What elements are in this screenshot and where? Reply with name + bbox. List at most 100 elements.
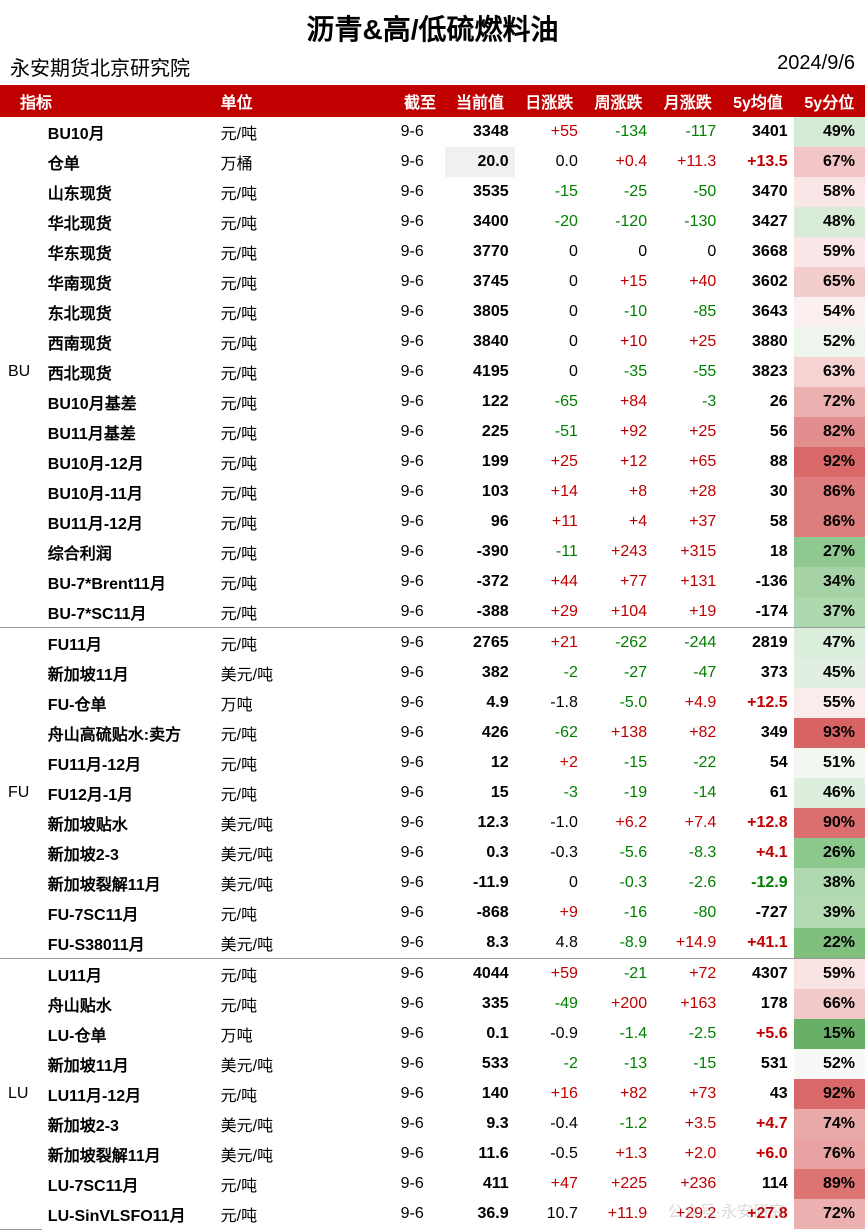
cell-pct: 46% <box>794 778 865 808</box>
cell-pct: 38% <box>794 868 865 898</box>
cell-m: -22 <box>653 748 722 778</box>
cell-w: +77 <box>584 567 653 597</box>
cell-date: 9-6 <box>395 1139 446 1169</box>
cell-m: +236 <box>653 1169 722 1199</box>
cell-pct: 82% <box>794 417 865 447</box>
cell-m: -47 <box>653 658 722 688</box>
cell-pct: 52% <box>794 1049 865 1079</box>
cell-pct: 51% <box>794 748 865 778</box>
cell-unit: 美元/吨 <box>215 1109 395 1139</box>
cell-cur: 3840 <box>445 327 514 357</box>
cell-m: +131 <box>653 567 722 597</box>
cell-date: 9-6 <box>395 387 446 417</box>
table-row: 东北现货元/吨9-638050-10-85364354% <box>0 297 865 327</box>
cell-ind: FU-仓单 <box>42 688 215 718</box>
cell-avg: 61 <box>722 778 793 808</box>
cell-d: +14 <box>515 477 584 507</box>
cell-ind: 新加坡裂解11月 <box>42 1139 215 1169</box>
cell-unit: 元/吨 <box>215 117 395 147</box>
cell-unit: 元/吨 <box>215 417 395 447</box>
cell-w: +92 <box>584 417 653 447</box>
cell-date: 9-6 <box>395 357 446 387</box>
cell-date: 9-6 <box>395 417 446 447</box>
cell-avg: 3643 <box>722 297 793 327</box>
cell-unit: 元/吨 <box>215 237 395 267</box>
cell-pct: 59% <box>794 959 865 990</box>
cell-avg: 3880 <box>722 327 793 357</box>
table-row: 华北现货元/吨9-63400-20-120-130342748% <box>0 207 865 237</box>
cell-unit: 美元/吨 <box>215 808 395 838</box>
cell-ind: BU10月 <box>42 117 215 147</box>
cell-pct: 48% <box>794 207 865 237</box>
cell-cur: 3805 <box>445 297 514 327</box>
cell-ind: LU-7SC11月 <box>42 1169 215 1199</box>
cell-cur: 3770 <box>445 237 514 267</box>
cell-ind: LU11月 <box>42 959 215 990</box>
cell-m: +7.4 <box>653 808 722 838</box>
cell-avg: +12.8 <box>722 808 793 838</box>
cell-cur: -372 <box>445 567 514 597</box>
cell-unit: 元/吨 <box>215 537 395 567</box>
col-header: 截至 <box>395 85 446 117</box>
cell-d: 0 <box>515 267 584 297</box>
cell-pct: 72% <box>794 387 865 417</box>
cell-avg: 88 <box>722 447 793 477</box>
cell-date: 9-6 <box>395 808 446 838</box>
cell-m: +14.9 <box>653 928 722 959</box>
table-row: FU12月-1月元/吨9-615-3-19-146146% <box>0 778 865 808</box>
cell-avg: 3427 <box>722 207 793 237</box>
cell-date: 9-6 <box>395 297 446 327</box>
cell-date: 9-6 <box>395 838 446 868</box>
cell-d: +16 <box>515 1079 584 1109</box>
cell-cur: 3400 <box>445 207 514 237</box>
cell-w: -120 <box>584 207 653 237</box>
cell-date: 9-6 <box>395 537 446 567</box>
cell-unit: 元/吨 <box>215 778 395 808</box>
cell-pct: 67% <box>794 147 865 177</box>
cell-date: 9-6 <box>395 237 446 267</box>
cell-ind: BU10月基差 <box>42 387 215 417</box>
cell-cur: -11.9 <box>445 868 514 898</box>
cell-unit: 美元/吨 <box>215 1049 395 1079</box>
cell-w: +8 <box>584 477 653 507</box>
cell-cur: 0.3 <box>445 838 514 868</box>
cell-d: -0.3 <box>515 838 584 868</box>
table-row: 山东现货元/吨9-63535-15-25-50347058% <box>0 177 865 207</box>
cell-ind: BU11月-12月 <box>42 507 215 537</box>
col-header: 5y分位 <box>794 85 865 117</box>
table-row: FU-S38011月美元/吨9-68.34.8-8.9+14.9+41.122% <box>0 928 865 959</box>
cell-ind: LU-仓单 <box>42 1019 215 1049</box>
cell-pct: 89% <box>794 1169 865 1199</box>
cell-m: -117 <box>653 117 722 147</box>
cell-d: 0 <box>515 868 584 898</box>
cell-w: +6.2 <box>584 808 653 838</box>
cell-unit: 元/吨 <box>215 628 395 659</box>
group-label: FU <box>0 628 42 959</box>
cell-unit: 万桶 <box>215 147 395 177</box>
cell-avg: +6.0 <box>722 1139 793 1169</box>
cell-d: -1.8 <box>515 688 584 718</box>
cell-cur: -390 <box>445 537 514 567</box>
table-row: 华东现货元/吨9-63770000366859% <box>0 237 865 267</box>
cell-pct: 37% <box>794 597 865 628</box>
cell-avg: 56 <box>722 417 793 447</box>
table-row: 新加坡11月美元/吨9-6382-2-27-4737345% <box>0 658 865 688</box>
table-row: LU-7SC11月元/吨9-6411+47+225+23611489% <box>0 1169 865 1199</box>
cell-cur: 3535 <box>445 177 514 207</box>
cell-w: -27 <box>584 658 653 688</box>
cell-pct: 27% <box>794 537 865 567</box>
cell-ind: 华东现货 <box>42 237 215 267</box>
cell-pct: 92% <box>794 1079 865 1109</box>
cell-unit: 元/吨 <box>215 1199 395 1229</box>
cell-unit: 美元/吨 <box>215 658 395 688</box>
cell-pct: 47% <box>794 628 865 659</box>
table-row: 新加坡贴水美元/吨9-612.3-1.0+6.2+7.4+12.890% <box>0 808 865 838</box>
cell-w: +1.3 <box>584 1139 653 1169</box>
cell-date: 9-6 <box>395 1019 446 1049</box>
cell-m: +2.0 <box>653 1139 722 1169</box>
cell-d: 0 <box>515 297 584 327</box>
col-header: 月涨跌 <box>653 85 722 117</box>
cell-pct: 76% <box>794 1139 865 1169</box>
table-row: FU11月-12月元/吨9-612+2-15-225451% <box>0 748 865 778</box>
cell-unit: 元/吨 <box>215 207 395 237</box>
